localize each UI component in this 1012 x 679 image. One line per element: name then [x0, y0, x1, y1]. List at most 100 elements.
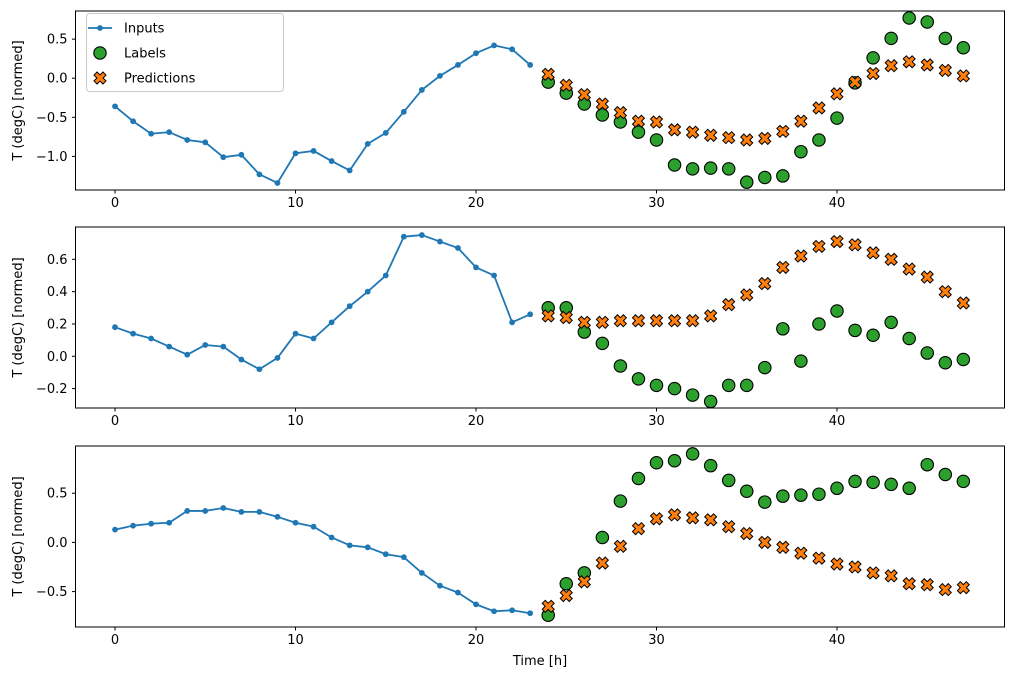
- predictions-marker: [920, 270, 934, 284]
- subplot-3-ylabel: T (degC) [normed]: [11, 476, 26, 597]
- labels-marker: [631, 372, 646, 386]
- legend-item-label: Inputs: [124, 22, 165, 37]
- predictions-marker: [613, 105, 628, 120]
- subplot-3-xtick-label: 40: [829, 633, 846, 648]
- predictions-marker: [884, 59, 898, 73]
- labels-marker: [830, 111, 844, 125]
- inputs-marker: [256, 366, 263, 373]
- inputs-marker: [455, 589, 461, 596]
- legend-labels-circle-icon: [93, 46, 107, 60]
- subplot-2-ytick-label: −0.2: [36, 382, 68, 397]
- inputs-marker: [455, 62, 461, 68]
- predictions-marker: [830, 557, 844, 571]
- labels-marker: [956, 40, 971, 55]
- inputs-marker: [382, 272, 389, 279]
- labels-marker: [595, 108, 610, 122]
- predictions-marker: [595, 97, 610, 111]
- inputs-marker: [256, 171, 263, 178]
- subplot-2-predictions-series: [541, 234, 971, 330]
- subplot-2-xtick-label: 20: [468, 414, 485, 429]
- labels-marker: [848, 474, 862, 489]
- inputs-marker: [220, 343, 227, 350]
- subplot-1-inputs-series: [112, 42, 534, 186]
- predictions-marker: [703, 128, 718, 142]
- legend-box: [86, 13, 284, 92]
- predictions-marker: [794, 249, 808, 263]
- inputs-line: [114, 44, 531, 184]
- legend-inputs-dot-icon: [97, 25, 103, 31]
- predictions-marker: [541, 309, 555, 323]
- labels-marker: [812, 487, 826, 501]
- subplot-1-ytick-label: 0.0: [47, 72, 68, 87]
- inputs-marker: [491, 272, 497, 279]
- labels-marker: [830, 481, 844, 496]
- labels-marker: [776, 322, 790, 336]
- inputs-marker: [166, 129, 173, 136]
- predictions-marker: [866, 66, 880, 81]
- inputs-marker: [238, 509, 245, 515]
- predictions-marker: [794, 114, 808, 128]
- predictions-marker: [956, 296, 971, 310]
- inputs-marker: [509, 46, 516, 53]
- inputs-marker: [256, 509, 263, 515]
- labels-marker: [938, 355, 953, 370]
- inputs-marker: [382, 551, 389, 558]
- subplot-3-xtick-label: 20: [468, 633, 485, 648]
- subplot-1-ytick-label: −1.0: [36, 150, 68, 165]
- labels-marker: [956, 352, 971, 367]
- labels-marker: [685, 162, 700, 176]
- labels-marker: [794, 354, 808, 368]
- predictions-marker: [541, 67, 555, 81]
- predictions-marker: [848, 238, 862, 252]
- predictions-marker: [956, 69, 971, 83]
- inputs-marker: [274, 180, 281, 186]
- labels-marker: [776, 489, 790, 503]
- predictions-marker: [920, 578, 934, 592]
- predictions-marker: [776, 124, 790, 139]
- predictions-marker: [830, 234, 844, 249]
- inputs-marker: [346, 303, 353, 310]
- predictions-marker: [685, 314, 700, 328]
- inputs-marker: [455, 245, 461, 251]
- predictions-marker: [631, 521, 646, 536]
- inputs-marker: [220, 505, 227, 511]
- inputs-marker: [473, 264, 479, 271]
- labels-marker: [956, 474, 971, 489]
- predictions-marker: [577, 87, 591, 102]
- subplot-1-xtick-label: 40: [829, 196, 846, 211]
- inputs-marker: [527, 610, 534, 617]
- inputs-marker: [130, 118, 136, 125]
- predictions-marker: [938, 63, 952, 78]
- predictions-marker: [667, 314, 682, 328]
- predictions-marker: [649, 314, 664, 328]
- subplot-3-ytick-label: 0.5: [47, 487, 68, 502]
- inputs-marker: [400, 108, 407, 115]
- labels-marker: [866, 51, 880, 65]
- labels-marker: [920, 457, 934, 472]
- inputs-marker: [166, 343, 173, 350]
- labels-marker: [721, 473, 736, 488]
- labels-marker: [794, 488, 808, 502]
- predictions-marker: [722, 519, 736, 534]
- predictions-marker: [938, 284, 952, 299]
- inputs-marker: [202, 508, 209, 514]
- labels-marker: [649, 455, 664, 470]
- predictions-marker: [595, 556, 610, 570]
- labels-marker: [866, 475, 880, 490]
- inputs-marker: [238, 151, 245, 158]
- predictions-marker: [667, 508, 682, 522]
- subplot-1-xtick-label: 20: [468, 196, 485, 211]
- labels-marker: [758, 495, 772, 509]
- inputs-marker: [437, 238, 443, 245]
- predictions-marker: [776, 260, 790, 275]
- inputs-marker: [292, 330, 299, 337]
- predictions-marker: [722, 297, 736, 312]
- predictions-marker: [758, 276, 772, 291]
- labels-marker: [613, 359, 628, 373]
- predictions-marker: [559, 588, 573, 603]
- x-axis-label: Time [h]: [512, 654, 567, 669]
- predictions-marker: [740, 133, 754, 147]
- labels-marker: [595, 530, 610, 545]
- labels-marker: [920, 346, 934, 360]
- predictions-marker: [703, 513, 718, 527]
